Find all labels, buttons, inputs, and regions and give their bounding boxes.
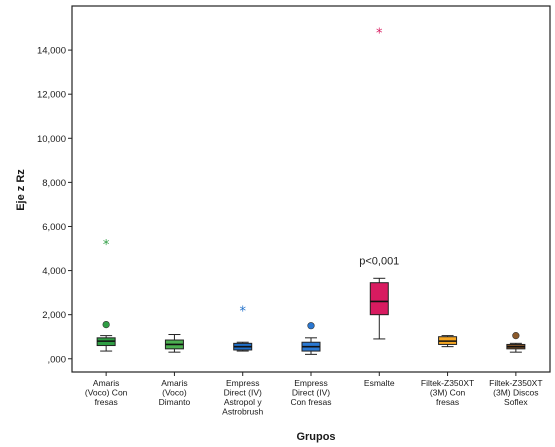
y-axis-title: Eje z Rz [15,169,27,211]
x-tick-label-line: Direct (IV) [292,388,330,398]
box-group: * [233,304,253,352]
x-tick-label-line: Soflex [504,397,528,407]
outlier-point [102,320,110,329]
box-group [506,332,526,353]
plot-frame [71,5,551,373]
y-tick-label: ,000 [48,354,67,365]
x-tick-label-line: (Voco) Con [85,388,128,398]
x-tick-label-line: Esmalte [364,378,395,388]
x-tick-label: Esmalte [364,378,395,388]
y-tick-label: 8,000 [42,178,66,189]
x-tick-label-line: Astrobrush [222,407,263,417]
x-tick-label-line: fresas [436,397,459,407]
box-group: * [96,238,116,352]
extreme-point: * [103,238,110,253]
box-group: * [369,26,389,340]
x-tick-label: Filtek-Z350XT (3M) Discos Soflex [489,378,542,407]
x-tick-label-line: (3M) Con [430,388,466,398]
box-group [438,335,458,348]
x-tick-label: Empress Direct (IV) Con fresas [290,378,331,407]
x-tick-label-line: Amaris [161,378,187,388]
box-iqr [369,282,389,316]
x-tick-label-line: Filtek-Z350XT [489,378,542,388]
extreme-point: * [376,26,383,41]
p-value-annotation: p<0,001 [359,255,399,267]
x-tick-label-line: Con fresas [290,397,331,407]
box-series: * * * [96,26,526,355]
box-group [301,322,321,355]
y-tick-label: 10,000 [37,134,66,145]
y-tick-label: 12,000 [37,90,66,101]
y-axis: ,000 2,000 4,000 6,000 8,000 10,000 12,000 14,0… [37,46,72,365]
x-tick-label-line: Amaris [93,378,119,388]
x-tick-label-line: Direct (IV) [224,388,262,398]
x-tick-label: Empress Direct (IV) Astropol y Astrobrush [222,378,263,417]
x-tick-label-line: (3M) Discos [493,388,538,398]
x-tick-label-line: (Voco) [162,388,187,398]
x-tick-label-line: Dimanto [159,397,191,407]
extreme-point: * [239,304,246,319]
x-tick-label-line: Empress [294,378,328,388]
x-axis-title: Grupos [296,431,335,443]
x-tick-label: Filtek-Z350XT (3M) Con fresas [421,378,474,407]
x-tick-label-line: Empress [226,378,260,388]
y-tick-label: 6,000 [42,222,66,233]
y-tick-label: 14,000 [37,46,66,57]
x-tick-label-line: Astropol y [224,397,263,407]
outlier-point [307,322,315,330]
x-tick-label-line: Filtek-Z350XT [421,378,474,388]
x-tick-label: Amaris (Voco) Con fresas [85,378,128,407]
x-tick-label-line: fresas [95,397,118,407]
box-group [164,334,184,353]
x-tick-label: Amaris (Voco) Dimanto [159,378,191,407]
y-tick-label: 4,000 [42,266,66,277]
y-tick-label: 2,000 [42,310,66,321]
outlier-point [512,332,520,340]
